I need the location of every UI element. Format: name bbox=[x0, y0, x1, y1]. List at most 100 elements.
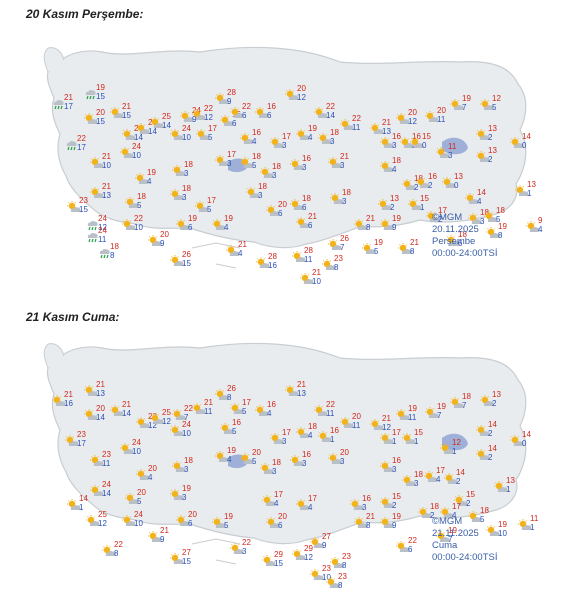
min-temp: 12 bbox=[98, 519, 107, 528]
max-temp: 19 bbox=[392, 512, 401, 521]
min-temp: 3 bbox=[227, 159, 232, 168]
city-forecast: 19 7 bbox=[425, 402, 451, 424]
max-temp: 22 bbox=[352, 114, 361, 123]
city-forecast: 19 5 bbox=[212, 512, 238, 534]
city-forecast: 12 5 bbox=[480, 94, 506, 116]
city-forecast: 22 6 bbox=[230, 102, 256, 124]
sun-cloud-icon bbox=[476, 151, 490, 163]
city-forecast: 17 3 bbox=[270, 132, 296, 154]
city-forecast: 28 11 bbox=[292, 246, 318, 268]
min-temp: 3 bbox=[272, 467, 277, 476]
min-temp: 5 bbox=[232, 427, 237, 436]
min-temp: 3 bbox=[272, 171, 277, 180]
sun-cloud-icon bbox=[170, 255, 184, 267]
sun-cloud-icon bbox=[468, 213, 482, 225]
city-forecast: 24 9 bbox=[180, 106, 206, 128]
sun-cloud-icon bbox=[418, 507, 432, 519]
city-forecast: 21 10 bbox=[90, 152, 116, 174]
sun-cloud-icon bbox=[450, 397, 464, 409]
min-temp: 8 bbox=[227, 393, 232, 402]
max-temp: 22 bbox=[77, 134, 86, 143]
min-temp: 12 bbox=[297, 93, 306, 102]
max-temp: 28 bbox=[268, 252, 277, 261]
min-temp: 6 bbox=[458, 239, 463, 248]
sun-cloud-icon bbox=[402, 433, 416, 445]
max-temp: 17 bbox=[227, 150, 236, 159]
sun-cloud-icon bbox=[396, 541, 410, 553]
city-forecast: 22 8 bbox=[102, 540, 128, 562]
sun-cloud-icon bbox=[240, 133, 254, 145]
sun-cloud-icon bbox=[170, 189, 184, 201]
max-temp: 14 bbox=[522, 132, 531, 141]
min-temp: 2 bbox=[392, 501, 397, 510]
sun-cloud-icon bbox=[110, 107, 124, 119]
max-temp: 20 bbox=[160, 230, 169, 239]
sun-cloud-icon bbox=[240, 453, 254, 465]
sun-cloud-icon bbox=[370, 123, 384, 135]
max-temp: 13 bbox=[527, 180, 536, 189]
max-temp: 18 bbox=[308, 422, 317, 431]
sun-cloud-icon bbox=[322, 259, 336, 271]
max-temp: 21 bbox=[96, 380, 105, 389]
max-temp: 24 bbox=[132, 438, 141, 447]
min-temp: 5 bbox=[492, 103, 497, 112]
sun-cloud-icon bbox=[328, 239, 342, 251]
sun-cloud-icon bbox=[310, 537, 324, 549]
max-temp: 16 bbox=[267, 400, 276, 409]
min-temp: 7 bbox=[448, 535, 453, 544]
sun-cloud-icon bbox=[328, 453, 342, 465]
min-temp: 11 bbox=[102, 459, 111, 468]
city-forecast: 19 15 bbox=[84, 83, 110, 105]
min-temp: 2 bbox=[438, 215, 443, 224]
sun-cloud-icon bbox=[192, 109, 206, 121]
max-temp: 23 bbox=[102, 450, 111, 459]
sun-cloud-icon bbox=[340, 119, 354, 131]
sun-cloud-icon bbox=[290, 455, 304, 467]
city-forecast: 20 5 bbox=[125, 488, 151, 510]
city-forecast: 26 8 bbox=[215, 384, 241, 406]
min-temp: 0 bbox=[522, 141, 527, 150]
max-temp: 25 bbox=[162, 408, 171, 417]
city-forecast: 21 13 bbox=[84, 380, 110, 402]
min-temp: 7 bbox=[462, 401, 467, 410]
city-forecast: 17 5 bbox=[196, 124, 222, 146]
sun-cloud-icon bbox=[148, 235, 162, 247]
min-temp: 0 bbox=[454, 181, 459, 190]
sun-cloud-icon bbox=[270, 137, 284, 149]
sun-cloud-icon bbox=[260, 167, 274, 179]
sun-cloud-icon bbox=[354, 517, 368, 529]
sun-cloud-icon bbox=[436, 147, 450, 159]
sun-cloud-icon bbox=[518, 519, 532, 531]
city-forecast: 27 9 bbox=[310, 532, 336, 554]
city-forecast: 19 11 bbox=[396, 404, 422, 426]
sun-cloud-icon bbox=[220, 115, 234, 127]
city-forecast: 22 12 bbox=[192, 104, 218, 126]
max-temp: 15 bbox=[414, 428, 423, 437]
max-temp: 21 bbox=[297, 380, 306, 389]
credit-line: 00:00-24:00TSİ bbox=[432, 552, 498, 563]
max-temp: 20 bbox=[137, 488, 146, 497]
max-temp: 19 bbox=[182, 484, 191, 493]
max-temp: 18 bbox=[414, 174, 423, 183]
sun-cloud-icon bbox=[86, 515, 100, 527]
max-temp: 18 bbox=[480, 208, 489, 217]
city-forecast: 15 0 bbox=[410, 132, 436, 154]
sun-cloud-icon bbox=[285, 385, 299, 397]
min-temp: 8 bbox=[366, 223, 371, 232]
max-temp: 18 bbox=[182, 184, 191, 193]
city-forecast: 20 11 bbox=[425, 106, 451, 128]
sun-cloud-icon bbox=[380, 161, 394, 173]
max-temp: 17 bbox=[392, 428, 401, 437]
city-forecast: 20 12 bbox=[396, 108, 422, 130]
sun-cloud-icon bbox=[476, 129, 490, 141]
max-temp: 19 bbox=[188, 214, 197, 223]
min-temp: 7 bbox=[437, 411, 442, 420]
max-temp: 22 bbox=[134, 214, 143, 223]
min-temp: 10 bbox=[132, 151, 141, 160]
max-temp: 18 bbox=[272, 162, 281, 171]
sun-cloud-icon bbox=[310, 569, 324, 581]
max-temp: 19 bbox=[96, 83, 105, 92]
min-temp: 7 bbox=[340, 243, 345, 252]
min-temp: 5 bbox=[480, 515, 485, 524]
